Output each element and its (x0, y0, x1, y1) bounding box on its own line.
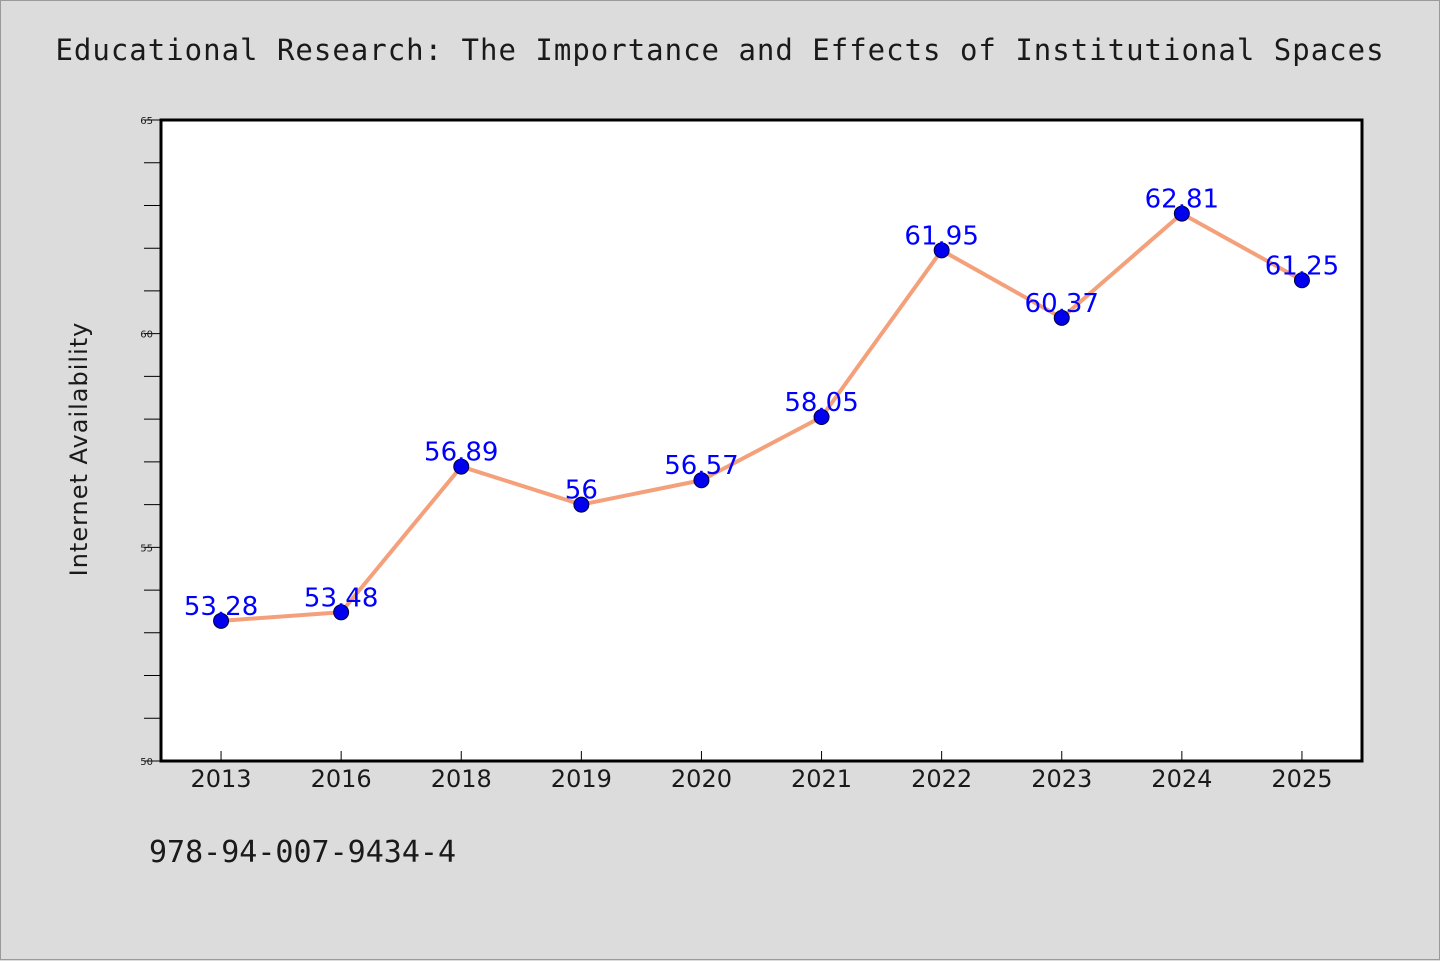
x-tick-label: 2024 (1151, 765, 1212, 793)
axes: 50 55 60 65 2013 2016 2018 2019 2020 2021 2022 2023… (140, 116, 1332, 793)
x-tick-label: 2025 (1271, 765, 1332, 793)
data-point (1053, 309, 1070, 326)
data-point (1293, 272, 1310, 289)
x-tick-label: 2023 (1031, 765, 1092, 793)
data-point (1173, 205, 1190, 222)
data-point (213, 612, 230, 629)
data-point (333, 604, 350, 621)
x-tick-label: 2019 (551, 765, 612, 793)
data-label: 53.48 (304, 583, 378, 613)
data-label: 56 (565, 476, 598, 506)
data-point (813, 408, 830, 425)
data-label: 61.95 (904, 221, 978, 251)
data-label: 62.81 (1145, 185, 1219, 215)
x-tick-label: 2020 (671, 765, 732, 793)
series-line (220, 211, 1303, 623)
data-label: 61.25 (1265, 251, 1339, 281)
data-point (453, 458, 470, 475)
data-label-group: 53.28 53.48 56.89 56 56.57 58.05 61.95 60.37 62.… (184, 185, 1339, 622)
data-point (933, 242, 950, 259)
y-tick-label: 50 (140, 757, 153, 768)
data-label: 53.28 (184, 592, 258, 622)
x-tick-label: 2018 (431, 765, 492, 793)
data-point (693, 472, 710, 489)
y-tick-label: 60 (140, 330, 153, 341)
x-tick-label: 2021 (791, 765, 852, 793)
y-axis-label: Internet Availability (65, 322, 93, 577)
chart-title: Educational Research: The Importance and… (55, 33, 1385, 67)
y-tick-label: 55 (140, 543, 153, 554)
series-group (213, 205, 1310, 629)
data-label: 58.05 (784, 388, 858, 418)
data-point (573, 496, 590, 513)
data-label: 56.89 (424, 438, 498, 468)
y-tick-label: 65 (140, 116, 153, 127)
data-label: 56.57 (664, 451, 738, 481)
x-tick-label: 2022 (911, 765, 972, 793)
x-tick-label: 2013 (191, 765, 252, 793)
data-label: 60.37 (1025, 289, 1099, 319)
isbn-text: 978-94-007-9434-4 (149, 835, 457, 870)
plot-area (159, 118, 1364, 763)
x-tick-label: 2016 (311, 765, 372, 793)
